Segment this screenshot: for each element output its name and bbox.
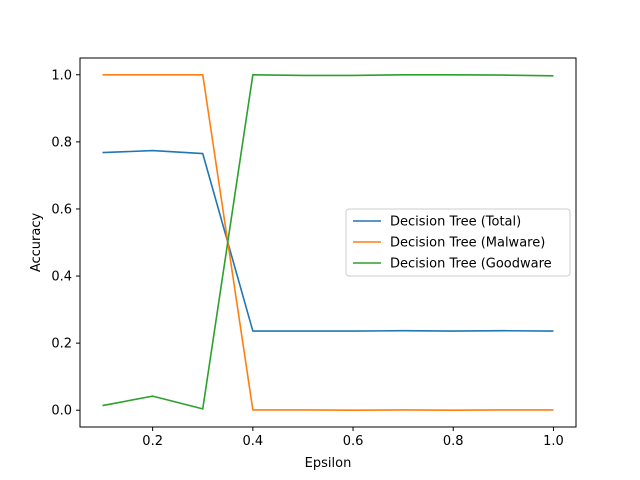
- series-line-0: [102, 149, 554, 332]
- series-line-1: [102, 73, 554, 412]
- plot-lines: [102, 73, 554, 412]
- y-tick-label: 0.4: [51, 270, 72, 285]
- y-tick-label: 0.8: [51, 135, 72, 150]
- y-axis-ticks: 0.0 0.2 0.4 0.6 0.8 1.0: [51, 68, 80, 419]
- x-tick-label: 0.4: [243, 434, 264, 449]
- legend-label-1: Decision Tree (Malware): [390, 236, 545, 251]
- x-axis-label: Epsilon: [305, 456, 352, 471]
- x-tick-label: 1.0: [543, 434, 564, 449]
- y-tick-label: 0.6: [51, 202, 72, 217]
- legend-label-2: Decision Tree (Goodware: [390, 257, 552, 272]
- y-tick-label: 1.0: [51, 68, 72, 83]
- x-tick-label: 0.8: [443, 434, 464, 449]
- y-tick-label: 0.0: [51, 404, 72, 419]
- legend-box: [345, 208, 571, 277]
- series-line-2: [102, 73, 554, 410]
- x-axis-ticks: 0.2 0.4 0.6 0.8 1.0: [142, 427, 564, 449]
- plot-frame: [79, 57, 577, 428]
- legend: Decision Tree (Total) Decision Tree (Malw…: [345, 208, 571, 277]
- y-tick-label: 0.2: [51, 337, 72, 352]
- y-axis-label: Accuracy: [29, 213, 44, 273]
- legend-label-0: Decision Tree (Total): [390, 215, 521, 230]
- x-tick-label: 0.2: [142, 434, 163, 449]
- x-tick-label: 0.6: [343, 434, 364, 449]
